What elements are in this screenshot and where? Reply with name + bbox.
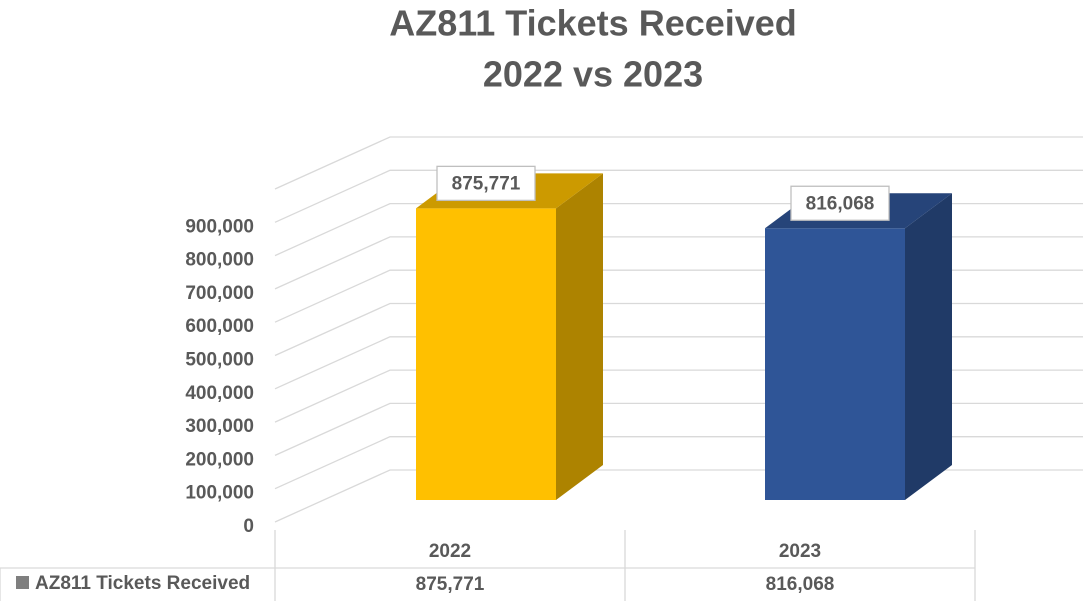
grid-line <box>274 369 1083 423</box>
y-tick-label: 700,000 <box>185 283 254 304</box>
legend-key <box>16 576 29 589</box>
bar-side <box>905 193 952 500</box>
data-label: 875,771 <box>452 173 521 194</box>
y-tick-label: 200,000 <box>185 449 254 470</box>
grid-line <box>274 202 1083 257</box>
bar-side <box>556 173 603 500</box>
table-value: 875,771 <box>416 574 485 595</box>
data-label-box <box>436 165 536 202</box>
grid-line <box>274 402 1083 456</box>
data-label: 816,068 <box>806 193 875 214</box>
data-label-box <box>790 185 890 221</box>
y-tick-label: 600,000 <box>185 316 254 337</box>
y-tick-label: 300,000 <box>185 416 254 437</box>
grid-line <box>274 236 1083 290</box>
x-tick-label: 2022 <box>429 541 471 562</box>
y-tick-label: 400,000 <box>185 383 254 404</box>
table-value: 816,068 <box>766 574 835 595</box>
chart-subtitle: 2022 vs 2023 <box>483 54 703 95</box>
y-tick-label: 800,000 <box>185 250 254 271</box>
bar-front <box>416 208 556 500</box>
bar <box>765 193 952 500</box>
grid-line <box>274 336 1083 390</box>
chart-title: AZ811 Tickets Received <box>389 3 797 44</box>
grid-line <box>274 269 1083 323</box>
y-tick-label: 500,000 <box>185 350 254 371</box>
y-tick-label: 100,000 <box>185 483 254 504</box>
wall-top-line <box>274 136 1083 190</box>
legend-label: AZ811 Tickets Received <box>35 573 250 594</box>
x-tick-label: 2023 <box>779 541 821 562</box>
grid-line <box>274 302 1083 357</box>
grid-line <box>274 469 1083 523</box>
bar-front <box>765 228 905 500</box>
bar <box>416 173 603 500</box>
grid-line <box>274 169 1083 223</box>
y-tick-label: 900,000 <box>185 216 254 237</box>
grid-line <box>274 436 1083 490</box>
y-tick-label: 0 <box>243 516 254 537</box>
